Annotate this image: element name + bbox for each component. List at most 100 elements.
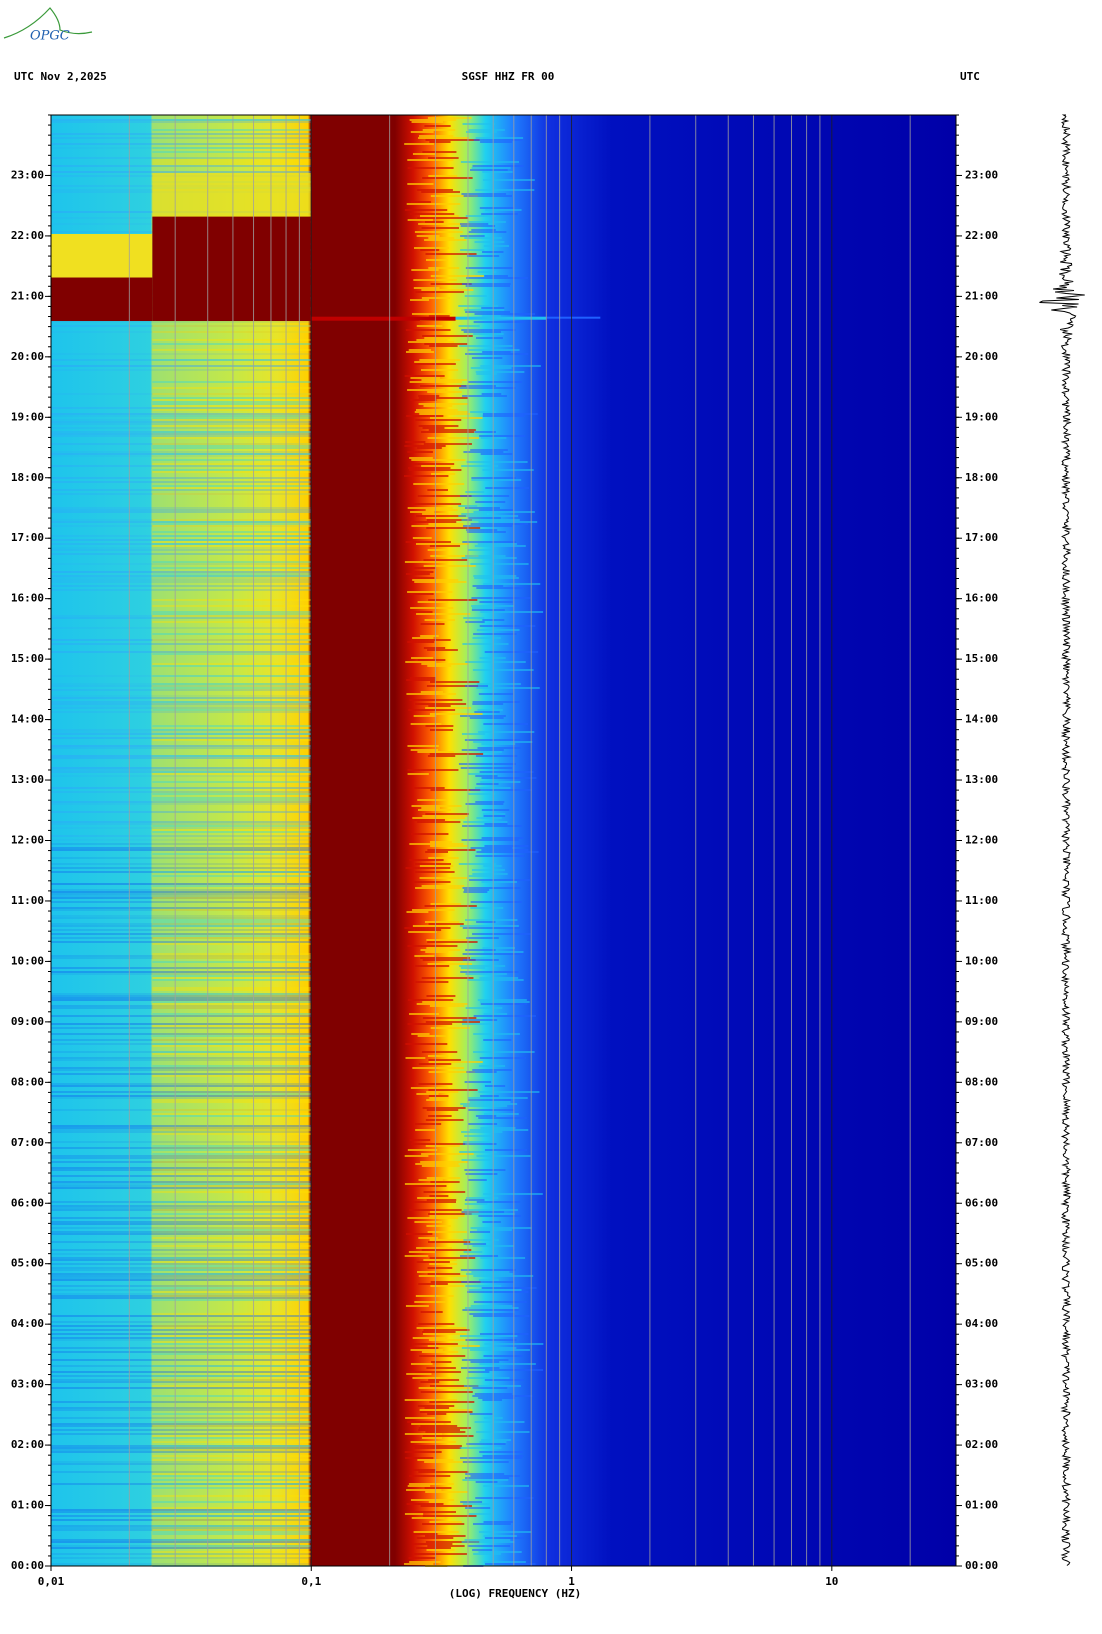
spectrogram-texture (410, 1087, 448, 1089)
y-tick-label: 10:00 (11, 954, 44, 967)
spectrogram-texture (466, 1273, 513, 1275)
spectrogram-texture (472, 1387, 508, 1389)
spectrogram-texture (470, 411, 497, 413)
spectrogram-texture (410, 611, 433, 613)
spectrogram-texture (152, 1425, 311, 1427)
spectrogram-texture (51, 997, 311, 999)
spectrogram-texture (51, 973, 311, 975)
spectrogram-texture (407, 945, 458, 947)
spectrogram-texture (152, 1495, 311, 1497)
spectrogram-texture (51, 165, 311, 167)
spectrogram-texture (466, 529, 498, 531)
spectrogram-texture (422, 1523, 465, 1525)
spectrogram-texture (152, 147, 311, 149)
spectrogram-texture (412, 817, 466, 819)
spectrogram-texture (152, 573, 311, 575)
spectrogram-texture (411, 805, 462, 807)
y-tick-label-right: 01:00 (965, 1499, 998, 1512)
spectrogram-texture (466, 1071, 497, 1073)
spectrogram-texture (413, 287, 440, 289)
spectrogram-texture (152, 1065, 311, 1067)
spectrogram-texture (425, 259, 448, 261)
spectrogram-texture (416, 613, 471, 615)
spectrogram-texture (470, 1227, 532, 1229)
spectrogram-texture (475, 855, 525, 857)
spectrogram-texture (419, 1355, 466, 1357)
spectrogram-texture (426, 685, 479, 687)
spectrogram-texture (427, 1273, 461, 1275)
spectrogram-texture (152, 1413, 311, 1415)
spectrogram-texture (152, 1483, 311, 1485)
spectrogram-texture (422, 177, 473, 179)
spectrogram-texture (51, 1295, 311, 1297)
spectrogram-texture (51, 1379, 311, 1381)
y-tick-label: 20:00 (11, 350, 44, 363)
spectrogram-texture (430, 283, 472, 285)
spectrogram-texture (412, 1511, 456, 1513)
spectrogram-texture (460, 971, 519, 973)
spectrogram-texture (152, 1343, 311, 1345)
spectrogram-texture (429, 1257, 476, 1259)
spectrogram-texture (422, 1107, 466, 1109)
spectrogram-texture (414, 819, 445, 821)
spectrogram-texture (51, 755, 311, 757)
spectrogram-texture (410, 749, 439, 751)
spectrogram-texture (461, 749, 504, 751)
spectrogram-texture (152, 1313, 311, 1315)
spectrogram-texture (478, 1531, 532, 1533)
spectrogram-texture (152, 1127, 311, 1129)
spectrogram-texture (152, 1487, 311, 1489)
spectrogram-texture (152, 1149, 311, 1151)
spectrogram-texture (429, 141, 451, 143)
spectrogram-texture (152, 831, 311, 833)
spectrogram-texture (51, 539, 311, 541)
spectrogram-texture (465, 215, 496, 217)
spectrogram-texture (414, 231, 463, 233)
spectrogram-texture (413, 715, 437, 717)
spectrogram-texture (484, 1379, 524, 1381)
spectrogram-texture (421, 1153, 474, 1155)
spectrogram-texture (416, 1247, 452, 1249)
spectrogram-texture (51, 331, 311, 333)
spectrogram-texture (470, 1361, 500, 1363)
spectrogram-texture (480, 453, 513, 455)
spectrogram-texture (484, 651, 539, 653)
spectrogram-texture (415, 1163, 459, 1165)
spectrogram-texture (51, 731, 311, 733)
spectrogram-texture (152, 1265, 311, 1267)
spectrogram-texture (51, 133, 311, 135)
spectrogram-texture (468, 129, 505, 131)
spectrogram-texture (411, 1033, 430, 1035)
spectrogram-texture (418, 137, 469, 139)
spectrogram-texture (416, 235, 440, 237)
spectrogram-texture (51, 493, 311, 495)
spectrogram-texture (428, 857, 459, 859)
spectrogram-texture (465, 803, 504, 805)
spectrogram-texture (409, 1013, 440, 1015)
spectrogram-texture (473, 1301, 527, 1303)
spectrogram-texture (476, 687, 540, 689)
event (310, 316, 456, 321)
spectrogram-texture (422, 427, 445, 429)
spectrogram-texture (464, 739, 521, 741)
spectrogram-texture (51, 1447, 311, 1449)
spectrogram-texture (482, 1399, 503, 1401)
spectrogram-texture (152, 331, 311, 333)
spectrogram-texture (407, 999, 454, 1001)
spectrogram-texture (428, 1339, 470, 1341)
spectrogram-texture (152, 1515, 311, 1517)
spectrogram-texture (51, 1131, 311, 1133)
spectrogram-texture (51, 1161, 311, 1163)
spectrogram-texture (152, 453, 311, 455)
y-tick-label-right: 21:00 (965, 289, 998, 302)
spectrogram-texture (51, 1157, 311, 1159)
spectrogram-texture (404, 1563, 434, 1565)
spectrogram-texture (465, 353, 529, 355)
spectrogram-texture (428, 1059, 461, 1061)
spectrogram-texture (152, 897, 311, 899)
spectrogram-texture (51, 787, 311, 789)
spectrogram-texture (464, 1199, 485, 1201)
spectrogram-texture (417, 1271, 437, 1273)
spectrogram-texture (475, 755, 518, 757)
spectrogram-texture (464, 1203, 488, 1205)
